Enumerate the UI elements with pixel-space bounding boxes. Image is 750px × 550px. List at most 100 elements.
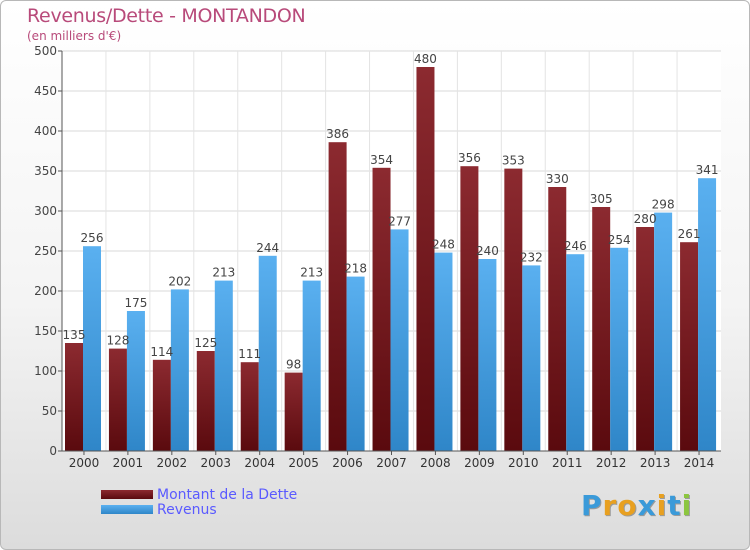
data-label-revenue: 218	[344, 262, 367, 276]
data-label-debt: 111	[238, 347, 261, 361]
data-label-debt: 280	[634, 212, 657, 226]
y-tick-label: 450	[34, 84, 57, 98]
data-label-debt: 305	[590, 192, 613, 206]
bar-revenue	[390, 229, 409, 451]
bar-debt	[152, 359, 171, 451]
data-label-debt: 354	[370, 153, 393, 167]
data-label-debt: 98	[286, 358, 301, 372]
x-tick-label: 2007	[376, 456, 407, 470]
data-label-debt: 125	[194, 336, 217, 350]
data-label-revenue: 277	[388, 214, 411, 228]
y-tick-label: 50	[42, 404, 57, 418]
axis-layer: 0 50 100 150 200 250 300 350 400 450 500 2000 2001 20…	[34, 44, 721, 470]
bar-debt	[65, 343, 83, 451]
data-label-debt: 128	[106, 334, 129, 348]
legend-swatch-revenue	[101, 505, 153, 514]
data-label-revenue: 240	[476, 244, 499, 258]
x-tick-label: 2003	[200, 456, 231, 470]
y-tick-label: 350	[34, 164, 57, 178]
y-tick-label: 400	[34, 124, 57, 138]
data-label-revenue: 213	[212, 266, 235, 280]
bar-debt	[328, 142, 347, 451]
x-tick-label: 2005	[288, 456, 319, 470]
bar-revenue	[83, 246, 101, 451]
bar-revenue	[346, 276, 365, 451]
bar-debt	[592, 207, 611, 451]
y-tick-label: 100	[34, 364, 57, 378]
bar-debt	[416, 67, 435, 451]
bar-revenue	[522, 265, 541, 451]
bar-debt	[108, 348, 127, 451]
y-tick-label: 150	[34, 324, 57, 338]
data-label-debt: 114	[150, 345, 173, 359]
data-label-revenue: 213	[300, 266, 323, 280]
bar-debt	[548, 187, 567, 451]
bar-revenue	[214, 280, 233, 451]
data-label-revenue: 298	[652, 198, 675, 212]
bars-layer	[65, 67, 717, 452]
y-tick-label: 0	[49, 444, 57, 458]
bar-debt	[680, 242, 699, 451]
proxiti-logo: Proxiti	[581, 489, 693, 522]
legend: Montant de la Dette Revenus	[101, 486, 298, 518]
x-tick-label: 2008	[420, 456, 451, 470]
legend-item-revenue: Revenus	[101, 501, 297, 518]
y-tick-label: 250	[34, 244, 57, 258]
y-tick-label: 300	[34, 204, 57, 218]
data-label-revenue: 202	[168, 274, 191, 288]
data-label-revenue: 341	[696, 163, 719, 177]
data-label-revenue: 244	[256, 241, 279, 255]
data-label-revenue: 175	[124, 296, 147, 310]
x-tick-label: 2009	[464, 456, 495, 470]
data-label-debt: 135	[63, 328, 86, 342]
x-tick-label: 2001	[113, 456, 144, 470]
data-label-revenue: 246	[564, 239, 587, 253]
x-tick-label: 2013	[640, 456, 671, 470]
data-label-debt: 330	[546, 172, 569, 186]
data-label-revenue: 248	[432, 238, 455, 252]
legend-item-debt: Montant de la Dette	[101, 486, 298, 503]
bar-revenue	[698, 178, 717, 451]
bar-revenue	[258, 255, 277, 451]
bar-revenue	[566, 254, 585, 451]
legend-label-revenue: Revenus	[157, 501, 217, 518]
bar-debt	[504, 168, 523, 451]
data-label-debt: 356	[458, 151, 481, 165]
bar-revenue	[434, 252, 453, 451]
bar-revenue	[170, 289, 189, 451]
x-tick-label: 2002	[157, 456, 188, 470]
bar-revenue	[654, 212, 673, 451]
data-label-debt: 261	[678, 227, 701, 241]
x-tick-label: 2000	[69, 456, 100, 470]
x-tick-label: 2010	[508, 456, 539, 470]
bar-debt	[284, 372, 303, 451]
data-label-debt: 386	[326, 127, 349, 141]
x-tick-label: 2004	[244, 456, 275, 470]
chart-title: Revenus/Dette - MONTANDON	[27, 5, 306, 27]
x-tick-label: 2006	[332, 456, 363, 470]
legend-swatch-debt	[101, 490, 153, 499]
bar-revenue	[478, 259, 497, 451]
bar-debt	[636, 227, 655, 451]
bar-debt	[460, 166, 479, 451]
data-label-debt: 480	[414, 52, 437, 66]
data-label-revenue: 254	[608, 233, 631, 247]
x-tick-label: 2011	[552, 456, 583, 470]
bar-debt	[240, 362, 259, 451]
y-tick-label: 500	[34, 44, 57, 58]
x-tick-label: 2014	[684, 456, 715, 470]
bar-revenue	[302, 280, 321, 451]
data-label-revenue: 232	[520, 250, 543, 264]
y-tick-label: 200	[34, 284, 57, 298]
x-tick-label: 2012	[596, 456, 627, 470]
data-label-debt: 353	[502, 154, 525, 168]
labels-layer: 135 256 128 175 114 202 125 213 111 244 98 213 386 21…	[63, 52, 719, 372]
chart-subtitle: (en milliers d'€)	[27, 29, 122, 43]
bar-revenue	[126, 311, 145, 451]
data-label-revenue: 256	[81, 231, 104, 245]
bar-debt	[196, 351, 215, 451]
legend-label-debt: Montant de la Dette	[157, 486, 298, 503]
bar-debt	[372, 167, 391, 452]
